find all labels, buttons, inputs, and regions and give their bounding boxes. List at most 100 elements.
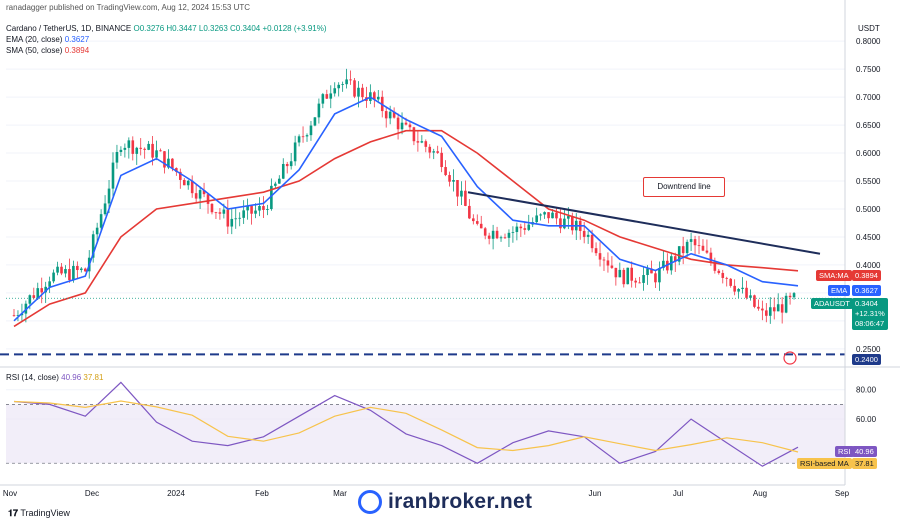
ema-legend[interactable]: EMA (20, close) 0.3627	[6, 35, 89, 44]
candle-body	[658, 268, 661, 283]
candle-body	[420, 141, 424, 143]
candle-body	[135, 147, 139, 154]
candle-body	[618, 269, 622, 278]
sma-legend[interactable]: SMA (50, close) 0.3894	[6, 46, 89, 55]
price-tick: 0.7000	[856, 93, 881, 102]
candle-body	[119, 149, 123, 153]
candle-body	[543, 212, 546, 215]
candle-body	[238, 217, 241, 219]
candle-body	[780, 304, 784, 313]
candle-body	[551, 212, 554, 219]
time-tick: Dec	[85, 489, 99, 498]
rsi-legend[interactable]: RSI (14, close) 40.96 37.81	[6, 373, 103, 382]
currency-label: USDT	[858, 24, 880, 33]
candle-body	[737, 288, 740, 292]
candle-body	[159, 150, 162, 152]
candle-body	[175, 168, 178, 172]
candle-body	[404, 122, 408, 125]
candle-body	[230, 218, 234, 227]
price-tick: 0.5500	[856, 177, 881, 186]
candle-body	[376, 96, 380, 100]
candle-body	[202, 190, 206, 195]
candle-body	[448, 175, 451, 182]
price-tick: 0.4500	[856, 233, 881, 242]
candle-body	[701, 245, 705, 251]
candle-body	[190, 180, 194, 194]
candle-body	[535, 215, 538, 223]
candle-body	[507, 232, 511, 238]
candle-body	[76, 265, 79, 271]
candle-body	[52, 272, 55, 282]
sma-legend-value: 0.3894	[64, 46, 90, 55]
rsi-legend-value: 40.96	[61, 373, 82, 382]
candle-body	[171, 158, 174, 169]
tradingview-brand[interactable]: 𝟏𝟕 TradingView	[8, 508, 70, 519]
candle-body	[567, 216, 570, 219]
candle-body	[32, 295, 36, 298]
candle-body	[64, 269, 67, 274]
alert-icon[interactable]	[783, 351, 797, 365]
candle-body	[602, 259, 606, 261]
candle-body	[305, 135, 309, 137]
downtrend-line[interactable]	[467, 191, 821, 255]
candle-body	[222, 209, 226, 214]
candle-body	[784, 295, 788, 313]
candle-body	[155, 150, 158, 158]
candle-body	[788, 295, 792, 298]
candle-body	[681, 246, 685, 254]
candle-body	[606, 260, 610, 266]
last-price: 0.3404	[855, 299, 878, 308]
candle-body	[705, 250, 709, 253]
price-tick: 0.7500	[856, 65, 881, 74]
time-tick: Nov	[3, 489, 17, 498]
candle-body	[333, 88, 337, 94]
candle-body	[147, 143, 150, 150]
candle-body	[400, 122, 404, 130]
candle-body	[729, 278, 732, 286]
candle-body	[349, 79, 352, 81]
candle-body	[642, 275, 645, 283]
sma-tag: SMA:MA	[816, 270, 852, 281]
candle-body	[650, 268, 653, 274]
candle-body	[725, 277, 729, 279]
downtrend-annotation[interactable]: Downtrend line	[643, 177, 725, 197]
price-tick: 0.5000	[856, 205, 881, 214]
candle-body	[361, 87, 364, 98]
candle-body	[242, 210, 245, 218]
candle-body	[270, 185, 273, 210]
last-price-tag: 0.3404 +12.31% 08:06:47	[852, 298, 888, 330]
candle-body	[44, 286, 47, 293]
candle-body	[234, 218, 238, 220]
candle-body	[214, 212, 218, 214]
candle-body	[753, 295, 756, 307]
candle-body	[555, 212, 558, 219]
rsi-tick: 60.00	[856, 415, 877, 424]
candle-body	[614, 267, 618, 278]
candle-body	[539, 214, 542, 216]
candle-body	[610, 265, 614, 268]
candle-body	[468, 205, 471, 219]
candle-body	[594, 248, 598, 254]
candle-body	[475, 221, 479, 224]
candle-body	[499, 237, 503, 239]
candle-body	[91, 234, 95, 258]
candle-body	[115, 152, 119, 163]
candle-body	[151, 143, 154, 158]
candle-body	[713, 261, 717, 271]
price-tick: 0.6500	[856, 121, 881, 130]
candle-body	[329, 93, 333, 99]
candle-body	[697, 245, 701, 247]
rsi-ma-value-tag: 37.81	[852, 458, 877, 469]
candle-body	[123, 147, 127, 150]
candle-body	[258, 206, 261, 211]
candle-body	[254, 210, 257, 214]
candle-body	[60, 266, 63, 274]
candle-body	[83, 268, 87, 272]
candle-body	[733, 285, 736, 292]
price-tick: 0.2500	[856, 345, 881, 354]
publisher-text: ranadagger published on TradingView.com,…	[6, 3, 251, 12]
watermark-logo-icon	[358, 490, 382, 515]
rsi-tick: 80.00	[856, 386, 877, 395]
rsi-ma-tag: RSI-based MA	[797, 458, 852, 469]
